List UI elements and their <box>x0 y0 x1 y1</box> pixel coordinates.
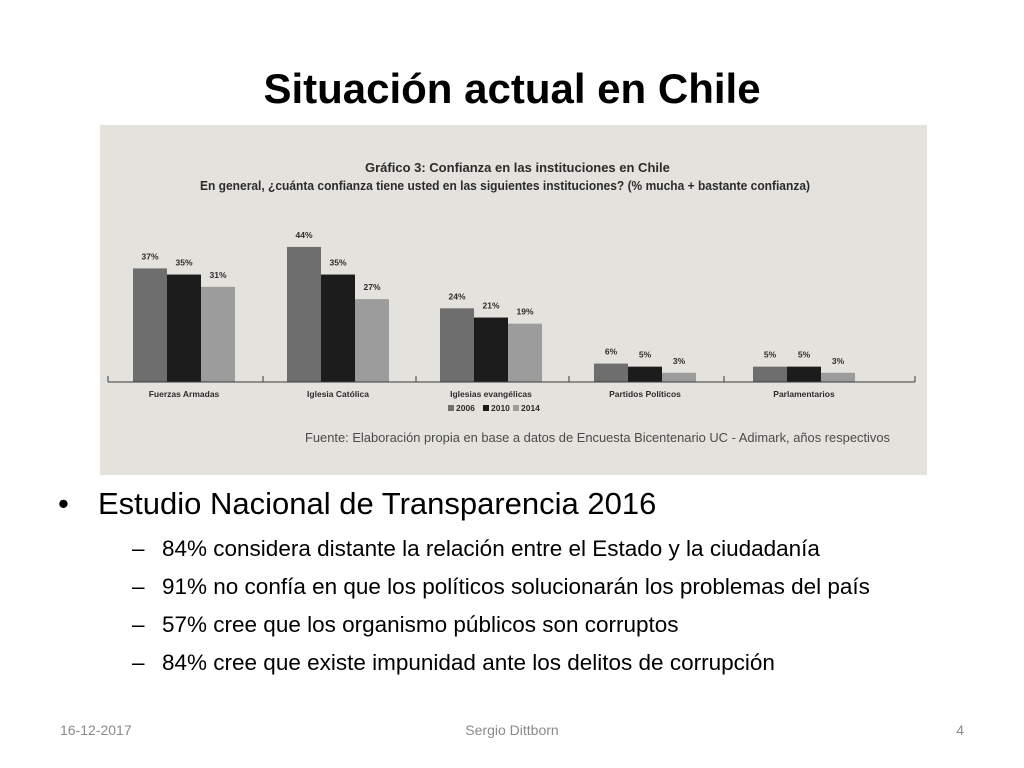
bar-data-label: 3% <box>673 356 686 366</box>
chart-source: Fuente: Elaboración propia en base a dat… <box>305 431 890 445</box>
category-label: Partidos Políticos <box>609 389 681 399</box>
bar-chart: Gráfico 3: Confianza en las institucione… <box>100 125 927 475</box>
bar-data-label: 3% <box>832 356 845 366</box>
dash-icon: – <box>132 612 145 638</box>
sub-bullet-text: 84% considera distante la relación entre… <box>162 536 820 562</box>
bar-data-label: 19% <box>516 307 533 317</box>
sub-bullet-text: 91% no confía en que los políticos soluc… <box>162 574 870 600</box>
dash-icon: – <box>132 536 145 562</box>
bar-data-label: 5% <box>639 350 652 360</box>
bar-data-label: 21% <box>482 301 499 311</box>
slide-title: Situación actual en Chile <box>263 65 761 112</box>
bar-data-label: 27% <box>363 282 380 292</box>
dash-icon: – <box>132 574 145 600</box>
bar-2010 <box>787 366 821 382</box>
sub-bullet: – 91% no confía en que los políticos sol… <box>132 568 998 606</box>
bullet-section: • Estudio Nacional de Transparencia 2016… <box>58 484 998 682</box>
bar-data-label: 37% <box>141 251 158 261</box>
bar-data-label: 24% <box>448 291 465 301</box>
bar-2010 <box>321 274 355 382</box>
bar-data-label: 5% <box>764 350 777 360</box>
sub-bullet-text: 57% cree que los organismo públicos son … <box>162 612 679 638</box>
chart-legend: 2006 2010 2014 <box>448 403 540 413</box>
legend-label: 2010 <box>491 403 510 413</box>
bar-data-label: 35% <box>175 258 192 268</box>
chart-data-labels: 37% 35% 31% 44% 35% 27% 24% 21% 19% 6% 5% 3% 5% 5% 3% <box>141 230 844 366</box>
bar-2014 <box>201 286 235 382</box>
legend-label: 2014 <box>521 403 540 413</box>
legend-label: 2006 <box>456 403 475 413</box>
sub-bullet: – 57% cree que los organismo públicos so… <box>132 606 998 644</box>
bar-2014 <box>508 323 542 382</box>
bar-data-label: 44% <box>295 230 312 240</box>
chart-title: Gráfico 3: Confianza en las institucione… <box>365 160 670 175</box>
bar-data-label: 35% <box>329 258 346 268</box>
bar-data-label: 31% <box>209 270 226 280</box>
footer-date: 16-12-2017 <box>60 722 132 738</box>
sub-bullet: – 84% considera distante la relación ent… <box>132 530 998 568</box>
category-label: Iglesias evangélicas <box>450 389 532 399</box>
bar-2006 <box>753 366 787 382</box>
main-bullet-text: Estudio Nacional de Transparencia 2016 <box>98 486 657 521</box>
x-axis-tick-labels: Fuerzas Armadas Iglesia Católica Iglesias … <box>149 389 835 399</box>
bar-2014 <box>821 372 855 382</box>
sub-bullet-list: – 84% considera distante la relación ent… <box>58 530 998 682</box>
legend-swatch-2014 <box>513 405 519 411</box>
chart-photo: Gráfico 3: Confianza en las institucione… <box>100 125 927 475</box>
sub-bullet-text: 84% cree que existe impunidad ante los d… <box>162 650 775 676</box>
bar-2006 <box>440 308 474 382</box>
bar-2006 <box>133 268 167 382</box>
bar-2010 <box>628 366 662 382</box>
sub-bullet: – 84% cree que existe impunidad ante los… <box>132 644 998 682</box>
bar-2014 <box>662 372 696 382</box>
main-bullet: • Estudio Nacional de Transparencia 2016 <box>58 484 998 524</box>
chart-bars <box>133 246 855 382</box>
dash-icon: – <box>132 650 145 676</box>
legend-swatch-2006 <box>448 405 454 411</box>
category-label: Parlamentarios <box>773 389 835 399</box>
category-label: Iglesia Católica <box>307 389 369 399</box>
bar-data-label: 6% <box>605 347 618 357</box>
category-label: Fuerzas Armadas <box>149 389 220 399</box>
bar-2006 <box>594 363 628 382</box>
bar-data-label: 5% <box>798 350 811 360</box>
bullet-dot-icon: • <box>58 486 69 521</box>
bar-2010 <box>167 274 201 382</box>
chart-subtitle: En general, ¿cuánta confianza tiene uste… <box>200 178 810 193</box>
bar-2006 <box>287 246 321 382</box>
footer-page-number: 4 <box>956 722 964 738</box>
legend-swatch-2010 <box>483 405 489 411</box>
bar-2010 <box>474 317 508 382</box>
footer-author: Sergio Dittborn <box>465 722 559 738</box>
bar-2014 <box>355 299 389 382</box>
x-axis-ticks <box>107 376 916 382</box>
chart-background <box>100 125 927 475</box>
